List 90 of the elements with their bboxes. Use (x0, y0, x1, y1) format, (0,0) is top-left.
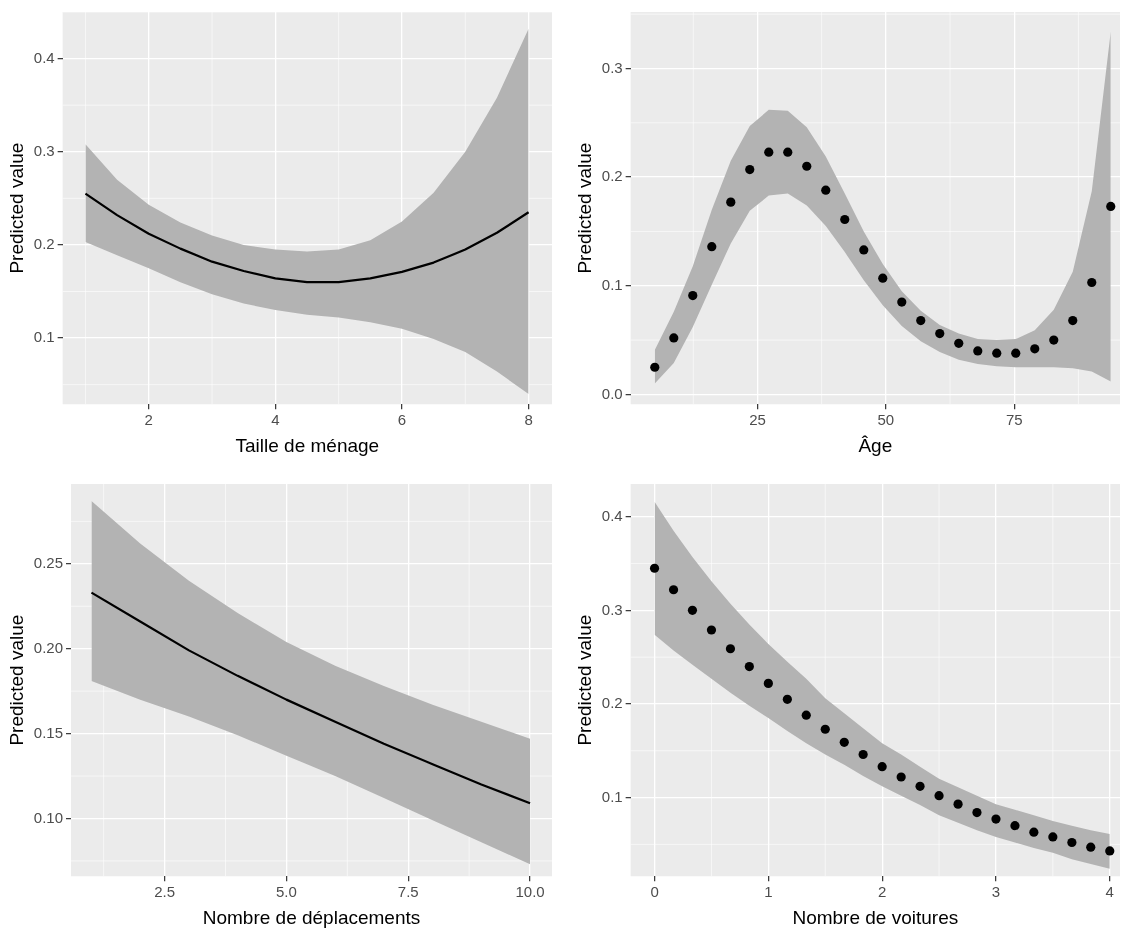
point (706, 625, 717, 635)
point (973, 346, 983, 356)
y-axis-title: Predicted value (573, 142, 595, 274)
point (1087, 277, 1097, 288)
x-tick-label: 0 (650, 883, 659, 901)
point (954, 338, 964, 348)
point (1048, 832, 1058, 842)
point (821, 185, 831, 195)
y-tick-label: 0.1 (601, 787, 623, 805)
x-tick-label: 5.0 (275, 883, 297, 901)
x-axis-title: Nombre de déplacements (202, 906, 421, 928)
point (1106, 201, 1116, 212)
point (896, 772, 906, 782)
y-tick-label: 0.1 (601, 275, 623, 293)
point (934, 791, 944, 801)
y-tick-label: 0.3 (601, 58, 623, 76)
x-axis-title: Âge (858, 434, 893, 456)
y-axis-title: Predicted value (5, 142, 27, 274)
point (1086, 842, 1096, 852)
y-tick-label: 0.1 (33, 328, 55, 346)
y-tick-label: 0.3 (601, 600, 623, 618)
x-tick-label: 8 (524, 411, 533, 429)
point (839, 737, 849, 747)
point (688, 290, 698, 301)
point (991, 814, 1001, 824)
point (802, 161, 812, 171)
point (801, 710, 811, 720)
y-tick-label: 0.25 (33, 553, 63, 571)
point (1029, 827, 1039, 837)
point (877, 762, 887, 772)
point (915, 781, 925, 791)
point (820, 724, 830, 734)
point (1067, 837, 1077, 848)
point (783, 147, 793, 157)
point (992, 348, 1002, 358)
x-tick-label: 4 (1105, 883, 1114, 901)
point (649, 563, 660, 573)
point (840, 214, 850, 225)
point (745, 164, 755, 175)
y-tick-label: 0.2 (33, 235, 55, 253)
point (897, 297, 907, 307)
y-tick-label: 0.15 (33, 723, 63, 741)
x-tick-label: 3 (991, 883, 1001, 901)
point (725, 644, 736, 654)
y-tick-label: 0.3 (33, 141, 55, 159)
point (763, 678, 773, 688)
x-tick-label: 2 (877, 883, 887, 901)
y-tick-label: 0.2 (601, 694, 623, 712)
x-tick-label: 10.0 (515, 883, 545, 901)
point (935, 328, 945, 339)
x-tick-label: 2 (144, 411, 153, 429)
y-tick-label: 0.2 (601, 167, 623, 185)
y-tick-label: 0.0 (601, 384, 623, 402)
x-tick-label: 7.5 (397, 883, 419, 901)
point (1011, 348, 1021, 358)
point (859, 245, 869, 255)
y-axis-title: Predicted value (573, 614, 595, 746)
x-tick-label: 25 (749, 411, 766, 429)
y-axis-title: Predicted value (5, 614, 27, 746)
point (878, 273, 888, 283)
point (858, 749, 868, 760)
point (1049, 335, 1059, 345)
point (953, 799, 963, 809)
x-axis-title: Taille de ménage (235, 434, 380, 456)
point (782, 694, 792, 704)
x-tick-label: 4 (271, 411, 280, 429)
point (744, 661, 754, 672)
x-tick-label: 75 (1005, 411, 1023, 429)
y-tick-label: 0.10 (33, 808, 63, 826)
x-tick-label: 6 (397, 411, 407, 429)
x-tick-label: 50 (877, 411, 895, 429)
point (707, 242, 717, 252)
point (669, 333, 679, 343)
point (1105, 846, 1115, 856)
point (687, 605, 698, 615)
y-tick-label: 0.4 (33, 48, 55, 66)
x-tick-label: 2.5 (154, 883, 175, 901)
point (972, 807, 982, 818)
point (1010, 821, 1020, 831)
point (726, 197, 736, 207)
point (668, 585, 679, 595)
x-tick-label: 1 (764, 883, 773, 901)
point (650, 362, 660, 372)
point (916, 315, 926, 326)
point (764, 147, 774, 157)
x-axis-title: Nombre de voitures (792, 906, 959, 928)
point (1068, 315, 1078, 326)
y-tick-label: 0.20 (33, 638, 63, 656)
y-tick-label: 0.4 (601, 506, 623, 524)
point (1030, 344, 1040, 354)
